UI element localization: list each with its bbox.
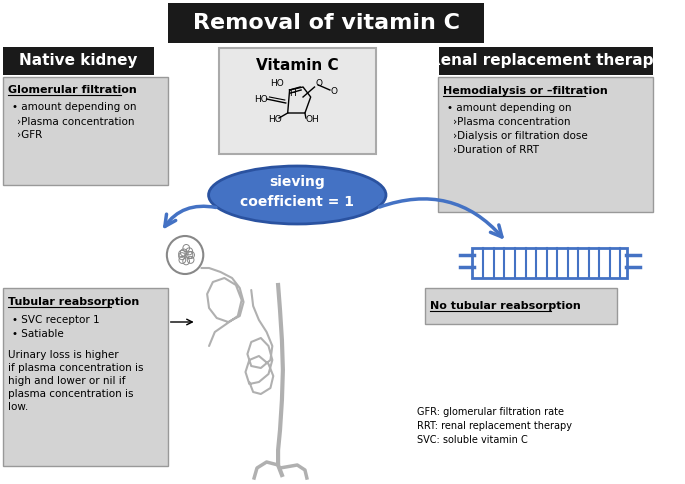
Text: ›Plasma concentration: ›Plasma concentration (17, 117, 135, 127)
Text: ›Duration of RRT: ›Duration of RRT (453, 145, 538, 155)
Text: Tubular reabsorption: Tubular reabsorption (8, 297, 139, 307)
Text: sieving
coefficient = 1: sieving coefficient = 1 (240, 175, 354, 209)
Text: HO: HO (254, 94, 268, 104)
Text: • amount depending on: • amount depending on (447, 103, 571, 113)
Text: low.: low. (8, 402, 28, 412)
Text: high and lower or nil if: high and lower or nil if (8, 376, 125, 386)
Text: ›Dialysis or filtration dose: ›Dialysis or filtration dose (453, 131, 587, 141)
FancyBboxPatch shape (168, 3, 484, 43)
Text: Hemodialysis or –filtration: Hemodialysis or –filtration (443, 86, 608, 96)
Text: Glomerular filtration: Glomerular filtration (8, 85, 136, 95)
FancyBboxPatch shape (472, 248, 627, 278)
Text: ›Plasma concentration: ›Plasma concentration (453, 117, 570, 127)
FancyBboxPatch shape (425, 288, 616, 324)
Text: HO: HO (269, 116, 282, 124)
Text: Renal replacement therapy: Renal replacement therapy (429, 54, 664, 69)
Text: OH: OH (306, 116, 319, 124)
Text: Removal of vitamin C: Removal of vitamin C (192, 13, 460, 33)
Text: Native kidney: Native kidney (19, 54, 138, 69)
FancyBboxPatch shape (439, 47, 653, 75)
Text: GFR: glomerular filtration rate: GFR: glomerular filtration rate (417, 407, 564, 417)
Text: • SVC receptor 1: • SVC receptor 1 (12, 315, 99, 325)
Text: No tubular reabsorption: No tubular reabsorption (429, 301, 580, 311)
FancyBboxPatch shape (438, 77, 653, 212)
Text: O: O (316, 78, 323, 88)
Text: if plasma concentration is: if plasma concentration is (8, 363, 143, 373)
Text: Urinary loss is higher: Urinary loss is higher (8, 350, 119, 360)
Text: ›GFR: ›GFR (17, 130, 42, 140)
FancyBboxPatch shape (219, 48, 376, 154)
Text: SVC: soluble vitamin C: SVC: soluble vitamin C (417, 435, 528, 445)
Text: Vitamin C: Vitamin C (256, 58, 338, 73)
FancyBboxPatch shape (3, 47, 154, 75)
Text: • Satiable: • Satiable (12, 329, 63, 339)
Text: • amount depending on: • amount depending on (12, 102, 136, 112)
Text: RRT: renal replacement therapy: RRT: renal replacement therapy (417, 421, 572, 431)
Text: plasma concentration is: plasma concentration is (8, 389, 133, 399)
FancyBboxPatch shape (3, 77, 168, 185)
FancyBboxPatch shape (3, 288, 168, 466)
Ellipse shape (208, 166, 386, 224)
Text: HO: HO (271, 79, 284, 89)
Text: H: H (289, 90, 296, 99)
Text: O: O (330, 88, 337, 96)
